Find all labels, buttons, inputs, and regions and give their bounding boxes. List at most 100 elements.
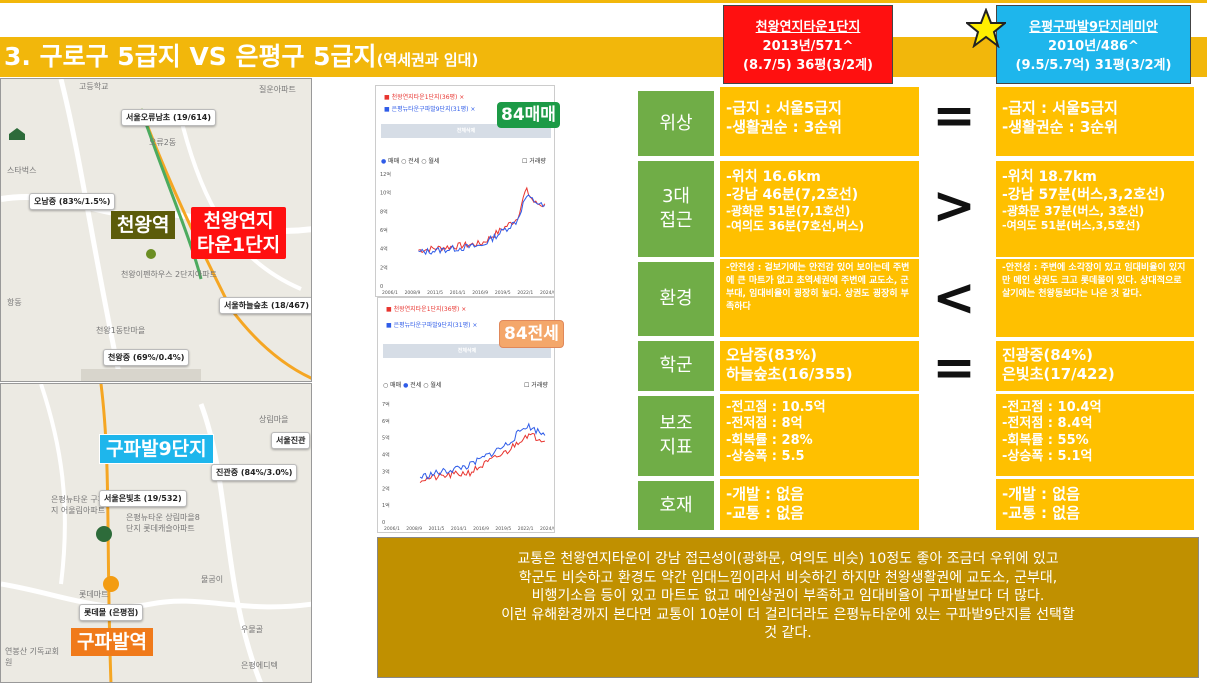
y-tick-label: 7억	[382, 401, 390, 408]
y-tick-label: 0	[382, 520, 385, 526]
header-a-name: 천왕연지타운1단지	[755, 20, 861, 35]
y-tick-label: 10억	[380, 190, 391, 197]
series-b-line	[418, 194, 546, 256]
map-station-label: 구파발역	[71, 628, 153, 656]
row-access-a: -위치 16.6km -강남 46분(7,2호선) -광화문 51분(7,1호선)…	[719, 160, 920, 258]
chart-sale-plot: 12억 10억 8억 6억 4억 2억 0 2006/1 2008/9 2011/5 2014/1…	[380, 171, 554, 296]
x-tick-label: 2006/1	[382, 290, 398, 296]
chart-jeonse-tag: 84전세	[499, 320, 564, 348]
volume-checkbox[interactable]: ☐ 거래량	[524, 382, 548, 389]
map-school-label[interactable]: 오남중 (83%/1.5%)	[29, 193, 116, 210]
star-icon	[966, 8, 1006, 48]
row-environment-a: -안전성 : 겉보기에는 안전감 있어 보이는데 주변에 큰 마트가 없고 초역…	[719, 258, 920, 338]
header-b-detail: (9.5/5.7억) 31평(3/2계)	[1015, 58, 1172, 73]
row-indicators-b: -전고점 : 10.4억 -전저점 : 8.4억 -회복률 : 55% -상승폭 : …	[995, 393, 1195, 477]
map-poi-text: 은평뉴타운 구파발10단지 어울림아파트	[51, 495, 130, 515]
deal-type-radios[interactable]: ● 매매 ○ 전세 ○ 월세	[381, 158, 440, 165]
row-environment-b: -안전성 : 주변에 소각장이 있고 임대비율이 있지만 메인 상권도 크고 롯…	[995, 258, 1195, 338]
header-a-year: 2013년/571^	[762, 39, 854, 54]
summary-box: 교통은 천왕연지타운이 강남 접근성이(광화문, 여의도 비슷) 10정도 좋아…	[377, 537, 1199, 678]
x-tick-label: 2014/1	[451, 526, 467, 532]
y-tick-label: 8억	[380, 208, 388, 215]
map-poi-text: 항동	[7, 298, 22, 307]
map-poi-text: 오류2동	[149, 138, 177, 147]
row-development-b: -개발 : 없음 -교통 : 없음	[995, 478, 1195, 531]
map-mall-label[interactable]: 롯데몰 (은평점)	[79, 604, 144, 621]
y-tick-label: 3억	[382, 468, 390, 475]
map-poi-text: 질운아파트	[259, 85, 296, 94]
x-tick-label: 2016/9	[472, 290, 488, 296]
legend-series-b: ■ 은평뉴타운구파발9단지(31평) ×	[384, 106, 476, 113]
map-poi-text: 천왕1동탄마을	[96, 326, 146, 335]
page-title: 3. 구로구 5급지 VS 은평구 5급지(역세권과 임대)	[4, 42, 479, 71]
y-tick-label: 6억	[380, 227, 388, 234]
map-school-label[interactable]: 진관중 (84%/3.0%)	[211, 464, 298, 481]
legend-series-a: ■ 천왕연지타운1단지(36평) ×	[386, 306, 467, 313]
map-poi-text: 천왕이펜하우스 2단지아파트	[121, 270, 217, 279]
series-b-line	[419, 422, 546, 480]
x-tick-label: 2014/1	[450, 290, 466, 296]
jeonse-x-axis: 2006/1 2008/9 2011/5 2014/1 2016/9 2019/5 2022…	[384, 526, 554, 532]
map-marker-icon	[9, 128, 25, 140]
title-bar-top-stripe	[0, 0, 1207, 3]
y-tick-label: 0	[380, 284, 383, 290]
map-gupabal[interactable]: 상림마을 은평뉴타운 구파발10단지 어울림아파트 은평뉴타운 상림마을8단지 …	[0, 383, 312, 683]
deal-type-radios[interactable]: ○ 매매 ● 전세 ○ 월세	[383, 382, 442, 389]
y-tick-label: 4억	[382, 452, 390, 459]
row-label-indicators: 보조 지표	[637, 395, 715, 477]
row-development-a: -개발 : 없음 -교통 : 없음	[719, 478, 920, 531]
y-tick-label: 1억	[382, 502, 390, 509]
row-status-b: -급지 : 서울5급지 -생활권순 : 3순위	[995, 86, 1195, 157]
x-tick-label: 2006/1	[384, 526, 400, 532]
row-indicators-a: -전고점 : 10.5억 -전저점 : 8억 -회복률 : 28% -상승폭 : 5.…	[719, 393, 920, 477]
map-poi-text: 은평에디텍	[241, 661, 278, 670]
map-station-label: 천왕역	[111, 211, 176, 239]
row-school-a: 오남중(83%) 하늘숲초(16/355)	[719, 340, 920, 392]
x-tick-label: 2024/9	[540, 526, 554, 532]
map-poi-text: 상림마을	[259, 415, 289, 424]
map-school-label[interactable]: 천왕중 (69%/0.4%)	[103, 349, 190, 366]
compare-equal-icon: =	[932, 86, 976, 146]
header-complex-a: 천왕연지타운1단지 2013년/571^ (8.7/5) 36평(3/2계)	[723, 5, 893, 84]
row-label-status: 위상	[637, 90, 715, 157]
map-poi-text: 스타벅스	[7, 166, 37, 175]
map-complex-label: 구파발9단지	[99, 434, 214, 464]
y-tick-label: 5억	[382, 435, 390, 442]
y-tick-label: 6억	[382, 418, 390, 425]
header-complex-b: 은평구파발9단지레미안 2010년/486^ (9.5/5.7억) 31평(3/…	[996, 5, 1191, 84]
row-label-access: 3대 접근	[637, 160, 715, 258]
row-label-development: 호재	[637, 480, 715, 531]
map-poi-text: 물굽이	[201, 575, 224, 584]
chart-sale-tag: 84매매	[497, 102, 560, 128]
legend-series-b: ■ 은평뉴타운구파발9단지(31평) ×	[386, 322, 478, 329]
row-label-environment: 환경	[637, 261, 715, 337]
volume-checkbox[interactable]: ☐ 거래량	[522, 158, 546, 165]
map-school-label[interactable]: 서울하늘숲초 (18/467)	[219, 297, 311, 314]
map-school-label[interactable]: 서울오류남초 (19/614)	[121, 109, 217, 126]
x-tick-label: 2024/9	[540, 290, 554, 296]
x-tick-label: 2022/1	[517, 290, 533, 296]
sale-y-axis: 12억 10억 8억 6억 4억 2억 0	[380, 171, 391, 290]
x-tick-label: 2008/9	[406, 526, 422, 532]
map-complex-label: 천왕연지 타운1단지	[191, 207, 287, 259]
x-tick-label: 2022/1	[518, 526, 534, 532]
x-tick-label: 2019/5	[495, 290, 511, 296]
y-tick-label: 4억	[380, 246, 388, 253]
row-access-b: -위치 18.7km -강남 57분(버스,3,2호선) -광화문 37분(버스,…	[995, 160, 1195, 258]
jeonse-y-axis: 7억 6억 5억 4억 3억 2억 1억 0	[382, 401, 390, 526]
row-label-school: 학군	[637, 340, 715, 392]
row-status-a: -급지 : 서울5급지 -생활권순 : 3순위	[719, 86, 920, 157]
compare-greater-icon: >	[932, 176, 976, 236]
map-school-label[interactable]: 서울은빛초 (19/532)	[99, 490, 187, 507]
map-school-label[interactable]: 서울진관	[271, 432, 311, 449]
header-a-detail: (8.7/5) 36평(3/2계)	[743, 58, 873, 73]
y-tick-label: 2억	[382, 485, 390, 492]
x-tick-label: 2019/5	[495, 526, 511, 532]
map-cheonwang[interactable]: 고등학교 질운아파트 오류2동 스타벅스 항동 천왕이펜하우스 2단지아파트 천…	[0, 78, 312, 382]
map-poi-text: 연봉산 기독교회원	[5, 647, 60, 667]
map-poi-text: 우물골	[241, 625, 264, 634]
x-tick-label: 2011/5	[427, 290, 443, 296]
sale-x-axis: 2006/1 2008/9 2011/5 2014/1 2016/9 2019/5 2022…	[382, 290, 554, 296]
series-a-line	[419, 432, 546, 484]
y-tick-label: 2억	[380, 264, 388, 271]
